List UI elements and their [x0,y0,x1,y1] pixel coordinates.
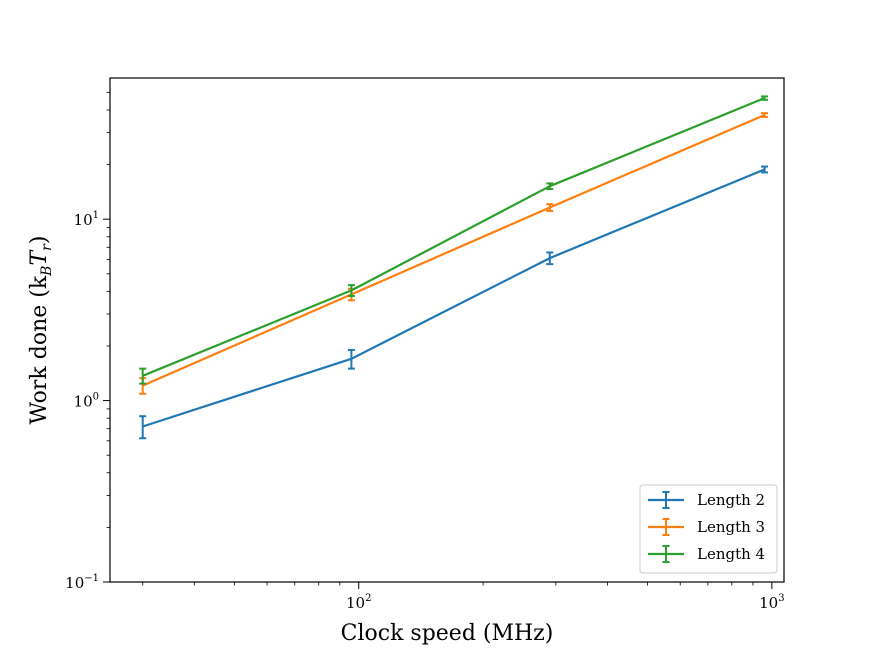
legend-box [639,484,778,574]
legend-entry: Length 4 [648,545,765,563]
legend: Length 2 Length 3 Length 4 [639,484,778,574]
series-layer [139,95,769,440]
series-3 [139,95,769,385]
series-line [142,97,765,377]
y-tick-label: 101 [74,210,99,229]
x-axis-label: Clock speed (MHz) [341,621,554,646]
tick-labels: 102 103 10−1 100 101 [65,210,784,612]
plot-frame [109,77,785,583]
y-tick-label: 10−1 [65,573,99,592]
x-tick-label: 103 [759,593,784,612]
series-line [142,113,765,387]
series-2 [139,112,769,395]
y-axis-label: Work done (kBTr) [27,236,55,425]
y-tick-label: 100 [74,392,99,411]
legend-entry: Length 2 [648,491,765,509]
legend-entry: Length 3 [648,518,765,536]
legend-label: Length 3 [697,518,765,536]
x-tick-label: 102 [346,593,371,612]
major-ticks [103,218,773,589]
legend-label: Length 2 [697,491,765,509]
series-line [142,168,765,428]
legend-label: Length 4 [697,545,765,563]
series-1 [139,165,769,440]
